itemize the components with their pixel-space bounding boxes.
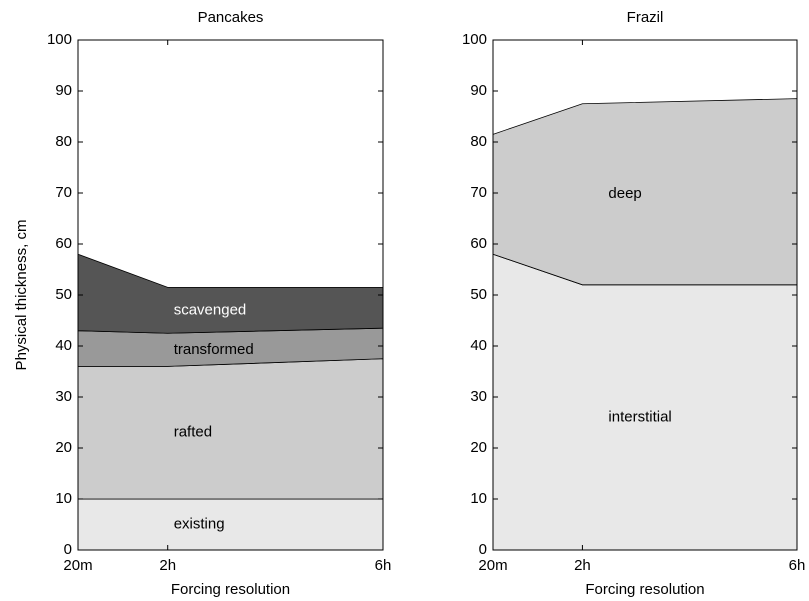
x-tick-label: 20m bbox=[478, 557, 507, 574]
y-tick-label: 40 bbox=[55, 337, 72, 354]
x-tick-label: 6h bbox=[375, 557, 392, 574]
y-tick-label: 40 bbox=[470, 337, 487, 354]
y-tick-label: 90 bbox=[470, 82, 487, 99]
y-tick-label: 30 bbox=[55, 388, 72, 405]
y-tick-label: 100 bbox=[47, 31, 72, 48]
y-tick-label: 60 bbox=[55, 235, 72, 252]
y-tick-label: 60 bbox=[470, 235, 487, 252]
y-axis-label: Physical thickness, cm bbox=[13, 220, 30, 371]
y-tick-label: 100 bbox=[462, 31, 487, 48]
y-tick-label: 20 bbox=[55, 439, 72, 456]
area-label: scavenged bbox=[174, 301, 247, 318]
x-tick-label: 2h bbox=[574, 557, 591, 574]
y-tick-label: 70 bbox=[470, 184, 487, 201]
y-tick-label: 10 bbox=[55, 490, 72, 507]
y-tick-label: 50 bbox=[470, 286, 487, 303]
y-tick-label: 30 bbox=[470, 388, 487, 405]
chart-title: Frazil bbox=[627, 9, 664, 26]
y-tick-label: 90 bbox=[55, 82, 72, 99]
area-label: existing bbox=[174, 515, 225, 532]
area-label: rafted bbox=[174, 424, 212, 441]
area-label: deep bbox=[608, 185, 641, 202]
area-label: interstitial bbox=[608, 408, 671, 425]
area bbox=[492, 253, 798, 551]
x-axis-label: Forcing resolution bbox=[585, 581, 704, 598]
y-tick-label: 10 bbox=[470, 490, 487, 507]
area bbox=[492, 98, 798, 286]
x-tick-label: 2h bbox=[159, 557, 176, 574]
y-tick-label: 50 bbox=[55, 286, 72, 303]
y-tick-label: 0 bbox=[64, 541, 72, 558]
area-label: transformed bbox=[174, 341, 254, 358]
x-axis-label: Forcing resolution bbox=[171, 581, 290, 598]
y-tick-label: 80 bbox=[55, 133, 72, 150]
y-tick-label: 0 bbox=[479, 541, 487, 558]
area bbox=[77, 358, 384, 500]
area bbox=[77, 253, 384, 334]
y-tick-label: 80 bbox=[470, 133, 487, 150]
y-tick-label: 20 bbox=[470, 439, 487, 456]
x-tick-label: 20m bbox=[63, 557, 92, 574]
chart-title: Pancakes bbox=[198, 9, 264, 26]
y-tick-label: 70 bbox=[55, 184, 72, 201]
area bbox=[77, 498, 384, 551]
x-tick-label: 6h bbox=[789, 557, 806, 574]
